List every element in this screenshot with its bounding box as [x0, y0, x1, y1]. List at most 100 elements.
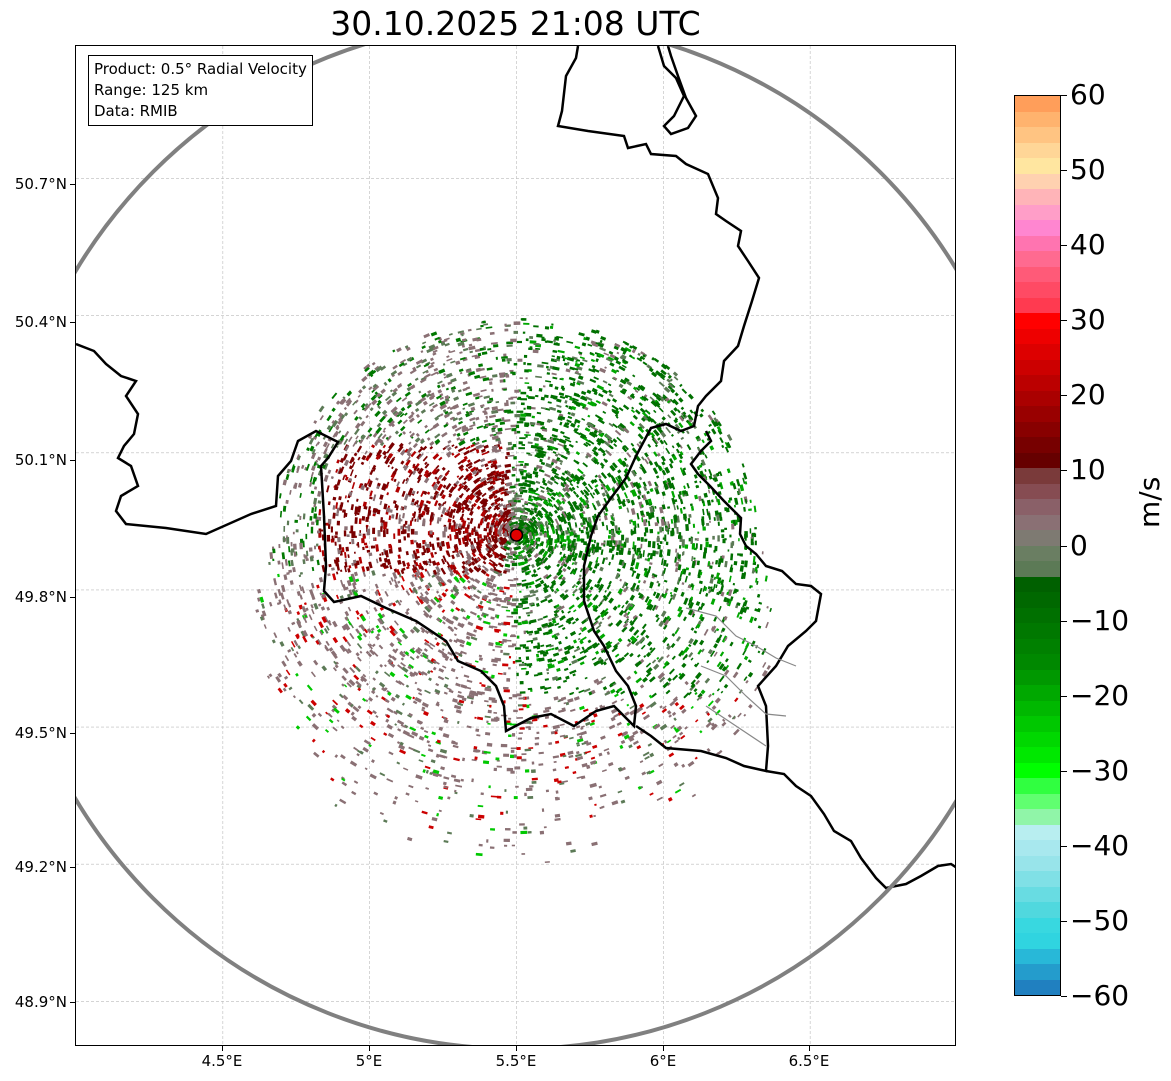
colorbar-segment [1015, 282, 1060, 299]
colorbar-tick [1061, 170, 1067, 172]
lon-tick [809, 1046, 810, 1051]
colorbar-tick-label: 20 [1070, 378, 1106, 412]
colorbar-tick-label: 40 [1070, 228, 1106, 262]
colorbar-tick [1061, 95, 1067, 96]
internal-border [685, 607, 797, 747]
colorbar-segment [1015, 700, 1060, 717]
lon-label: 6.5°E [788, 1052, 830, 1070]
colorbar-segment [1015, 855, 1060, 872]
country-border [76, 46, 761, 733]
colorbar-segment [1015, 886, 1060, 903]
lon-tick [369, 1046, 370, 1051]
lat-label: 50.7°N [14, 175, 67, 193]
lat-tick [70, 733, 75, 734]
colorbar-segment [1015, 762, 1060, 779]
lon-label: 5°E [355, 1052, 383, 1070]
data-source-label: Data: RMIB [94, 102, 178, 120]
colorbar-segment [1015, 468, 1060, 485]
graticule [76, 46, 955, 1045]
lon-tick [516, 1046, 517, 1051]
colorbar-segment [1015, 964, 1060, 981]
colorbar-segment [1015, 437, 1060, 454]
colorbar-tick [1061, 920, 1067, 922]
lat-label: 49.2°N [14, 858, 67, 876]
colorbar-segment [1015, 344, 1060, 361]
colorbar-segment [1015, 328, 1060, 345]
colorbar-segment [1015, 390, 1060, 407]
colorbar-segment [1015, 917, 1060, 934]
colorbar-segment [1015, 933, 1060, 950]
colorbar-tick [1061, 320, 1067, 322]
colorbar-segment [1015, 158, 1060, 175]
lat-tick [70, 460, 75, 461]
country-border-2 [656, 46, 698, 136]
colorbar-tick [1061, 245, 1067, 247]
product-label: Product: 0.5° Radial Velocity [94, 60, 307, 78]
colorbar-segment [1015, 251, 1060, 268]
colorbar-segment [1015, 979, 1060, 995]
velocity-colorbar [1014, 95, 1061, 996]
colorbar-segment [1015, 421, 1060, 438]
colorbar-segment [1015, 607, 1060, 624]
colorbar-tick [1061, 470, 1067, 472]
colorbar-segment [1015, 189, 1060, 206]
colorbar-segment [1015, 824, 1060, 841]
colorbar-segment [1015, 359, 1060, 376]
colorbar-segment [1015, 235, 1060, 252]
colorbar-segment [1015, 871, 1060, 888]
colorbar-segment [1015, 685, 1060, 702]
colorbar-segment [1015, 638, 1060, 655]
lat-label: 50.4°N [14, 313, 67, 331]
colorbar-tick [1061, 545, 1067, 547]
colorbar-segment [1015, 514, 1060, 531]
colorbar-segment [1015, 406, 1060, 423]
colorbar-tick-label: −60 [1070, 979, 1130, 1012]
lon-label: 4.5°E [201, 1052, 243, 1070]
colorbar-segment [1015, 731, 1060, 748]
colorbar-segment [1015, 452, 1060, 469]
colorbar-tick [1061, 845, 1067, 847]
colorbar-tick-label: −50 [1070, 903, 1130, 937]
colorbar-segment [1015, 375, 1060, 392]
colorbar-tick [1061, 620, 1067, 622]
colorbar-segment [1015, 483, 1060, 500]
lat-tick [70, 184, 75, 185]
colorbar-tick-label: 0 [1070, 528, 1088, 562]
chart-title: 30.10.2025 21:08 UTC [330, 4, 701, 43]
colorbar-tick [1061, 695, 1067, 697]
colorbar-segment [1015, 716, 1060, 733]
colorbar-segment [1015, 902, 1060, 919]
colorbar-segment [1015, 499, 1060, 516]
product-info-box: Product: 0.5° Radial Velocity Range: 125… [88, 55, 313, 126]
lat-label: 49.8°N [14, 588, 67, 606]
lat-tick [70, 867, 75, 868]
lat-label: 50.1°N [14, 451, 67, 469]
colorbar-tick-label: −10 [1070, 603, 1130, 637]
colorbar-segment [1015, 592, 1060, 609]
lat-tick [70, 1002, 75, 1003]
lon-tick [222, 1046, 223, 1051]
colorbar-segment [1015, 654, 1060, 671]
colorbar-tick [1061, 996, 1067, 997]
colorbar-segment [1015, 204, 1060, 221]
range-label: Range: 125 km [94, 81, 209, 99]
lat-tick [70, 322, 75, 323]
lon-label: 6°E [649, 1052, 677, 1070]
colorbar-segment [1015, 111, 1060, 128]
colorbar-tick-label: −40 [1070, 828, 1130, 862]
lat-label: 49.5°N [14, 724, 67, 742]
colorbar-tick [1061, 770, 1067, 772]
colorbar-segment [1015, 948, 1060, 965]
range-ring [76, 46, 955, 1045]
lon-tick [663, 1046, 664, 1051]
velocity-echoes [255, 318, 773, 864]
colorbar-segment [1015, 313, 1060, 330]
radar-map[interactable] [75, 45, 956, 1046]
radar-site-marker [509, 528, 524, 542]
radar-map-canvas [76, 46, 955, 1045]
colorbar-tick-label: −30 [1070, 753, 1130, 787]
colorbar-segment [1015, 809, 1060, 826]
colorbar-segment [1015, 266, 1060, 283]
colorbar-segment [1015, 127, 1060, 144]
country-border-3 [635, 430, 823, 773]
